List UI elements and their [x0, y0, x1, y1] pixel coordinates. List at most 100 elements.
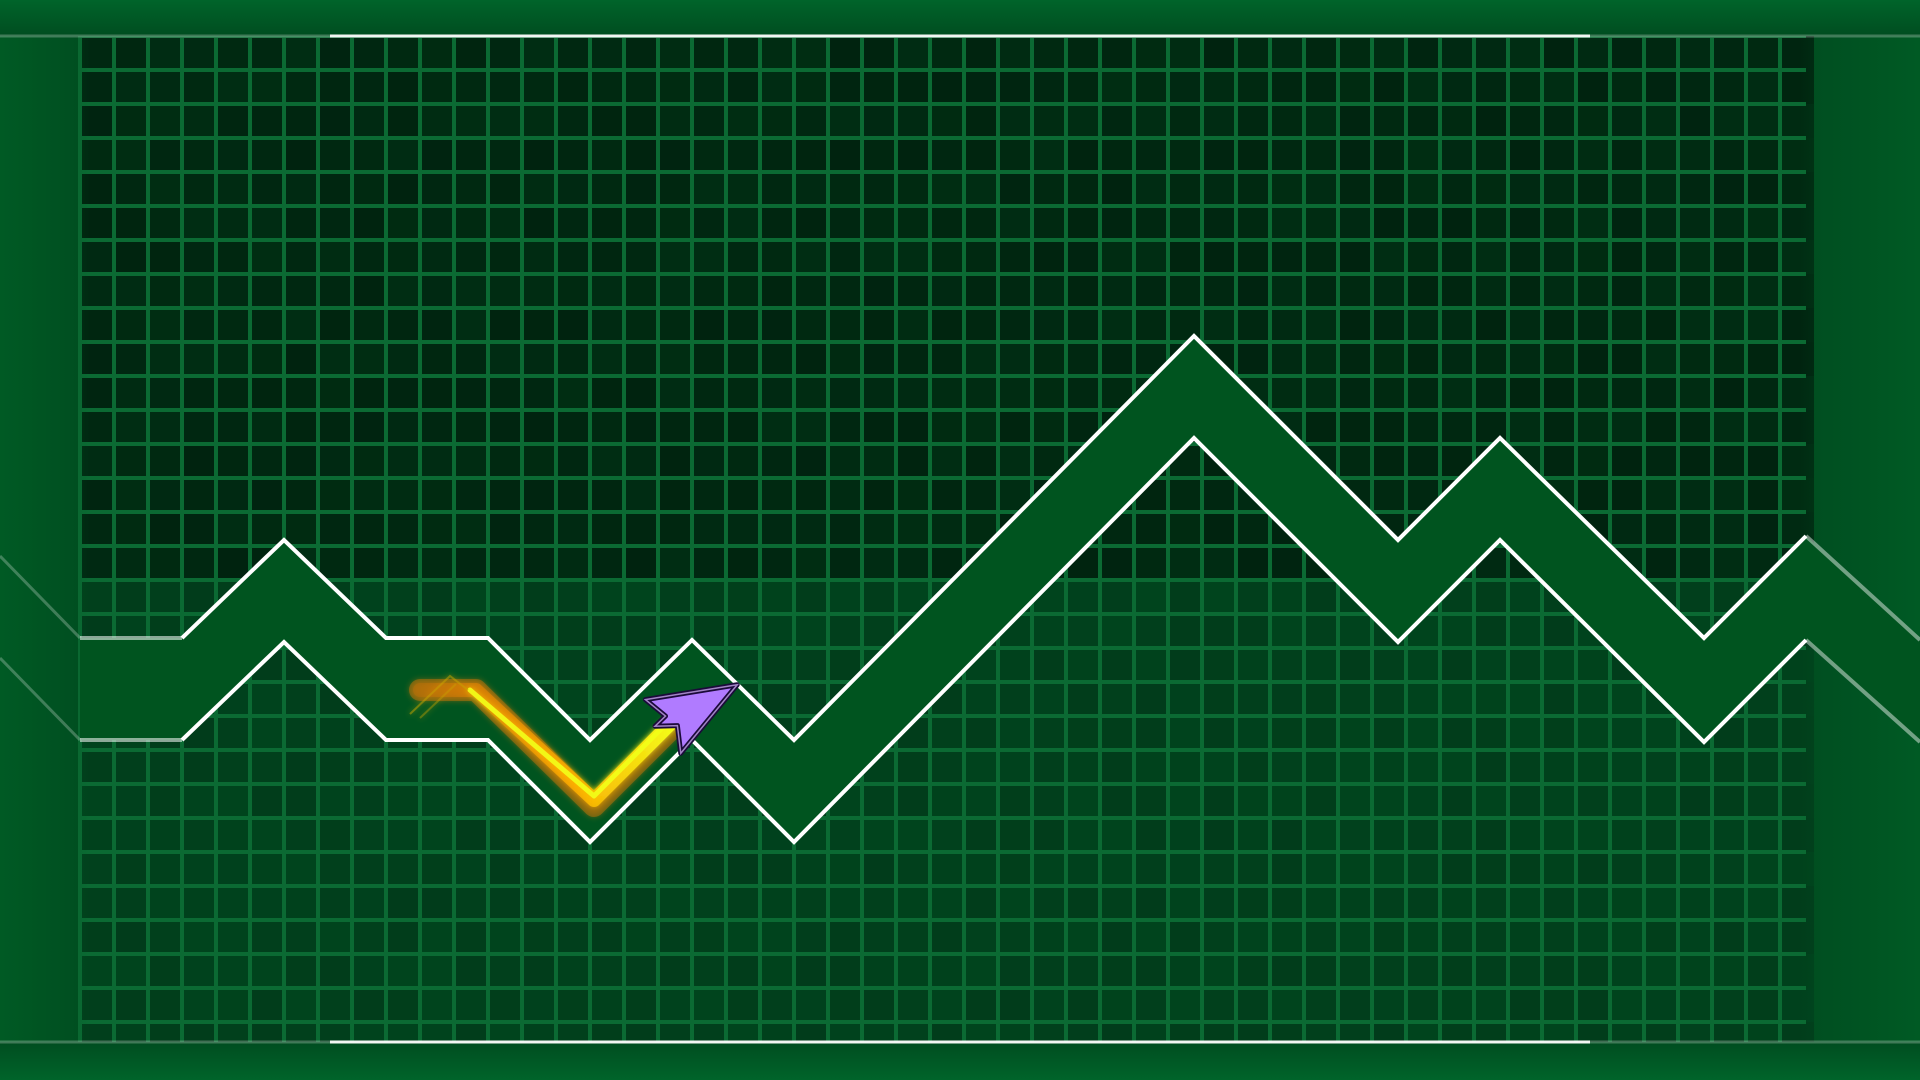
grid-cell [1576, 240, 1610, 274]
grid-cell [998, 274, 1032, 308]
grid-cell [318, 988, 352, 1022]
grid-cell [488, 376, 522, 410]
grid-cell [284, 274, 318, 308]
grid-cell [1270, 852, 1304, 886]
grid-cell [420, 954, 454, 988]
grid-cell [216, 546, 250, 580]
grid-cell [386, 138, 420, 172]
grid-cell [658, 376, 692, 410]
grid-cell [624, 172, 658, 206]
grid-cell [1372, 750, 1406, 784]
grid-cell [1270, 138, 1304, 172]
grid-cell [1304, 954, 1338, 988]
grid-cell [1236, 614, 1270, 648]
grid-cell [896, 988, 930, 1022]
grid-cell [250, 104, 284, 138]
grid-cell [488, 920, 522, 954]
grid-cell [828, 580, 862, 614]
grid-cell [726, 444, 760, 478]
grid-cell [1542, 172, 1576, 206]
grid-cell [590, 614, 624, 648]
grid-cell [1746, 988, 1780, 1022]
grid-cell [1338, 104, 1372, 138]
grid-cell [1032, 716, 1066, 750]
grid-cell [1440, 206, 1474, 240]
grid-cell [1746, 716, 1780, 750]
grid-cell [284, 954, 318, 988]
grid-cell [1678, 206, 1712, 240]
grid-cell [1712, 512, 1746, 546]
grid-cell [692, 206, 726, 240]
grid-cell [1440, 376, 1474, 410]
grid-cell [522, 410, 556, 444]
grid-cell [1304, 376, 1338, 410]
grid-cell [1032, 920, 1066, 954]
grid-cell [658, 70, 692, 104]
grid-cell [250, 512, 284, 546]
grid-cell [896, 750, 930, 784]
grid-cell [216, 274, 250, 308]
grid-cell [318, 886, 352, 920]
grid-cell [488, 546, 522, 580]
grid-cell [420, 988, 454, 1022]
grid-cell [114, 886, 148, 920]
corridor-bottom-edge-fade-right [1804, 638, 1920, 744]
grid-cell [1508, 750, 1542, 784]
grid-cell [148, 988, 182, 1022]
grid-cell [1338, 954, 1372, 988]
grid-cell [828, 36, 862, 70]
grid-cell [284, 410, 318, 444]
grid-cell [1066, 682, 1100, 716]
grid-cell [590, 410, 624, 444]
grid-cell [828, 308, 862, 342]
grid-cell [1678, 784, 1712, 818]
grid-cell [1168, 920, 1202, 954]
grid-cell [658, 410, 692, 444]
grid-cell [726, 342, 760, 376]
grid-cell [1304, 886, 1338, 920]
grid-cell [624, 138, 658, 172]
grid-cell [1440, 648, 1474, 682]
grid-cell [352, 206, 386, 240]
grid-cell [726, 920, 760, 954]
grid-cell [1542, 750, 1576, 784]
grid-cell [1134, 750, 1168, 784]
grid-cell [1678, 478, 1712, 512]
grid-cell [998, 206, 1032, 240]
grid-cell [760, 580, 794, 614]
grid-cell [930, 138, 964, 172]
grid-cell [896, 954, 930, 988]
grid-cell [352, 988, 386, 1022]
grid-cell [1406, 308, 1440, 342]
grid-cell [1202, 512, 1236, 546]
grid-cell [1202, 274, 1236, 308]
grid-cell [1474, 886, 1508, 920]
grid-cell [386, 750, 420, 784]
grid-cell [1032, 342, 1066, 376]
corridor-bottom-edge [180, 435, 1808, 845]
grid-cell [556, 376, 590, 410]
grid-cell [1304, 138, 1338, 172]
grid-cell [590, 376, 624, 410]
grid-cell [828, 954, 862, 988]
grid-cell [182, 444, 216, 478]
grid-cell [1440, 410, 1474, 444]
grid-cell [964, 70, 998, 104]
grid-cell [760, 240, 794, 274]
grid-cell [1474, 920, 1508, 954]
grid-cell [216, 988, 250, 1022]
grid-cell [590, 920, 624, 954]
grid-cell [1508, 954, 1542, 988]
grid-cell [1134, 648, 1168, 682]
grid-cell [114, 172, 148, 206]
grid-cell [930, 376, 964, 410]
grid-cell [420, 104, 454, 138]
grid-cell [488, 886, 522, 920]
grid-cell [998, 920, 1032, 954]
grid-cell [1644, 172, 1678, 206]
grid-cell [1066, 104, 1100, 138]
grid-cell [182, 308, 216, 342]
grid-cell [794, 478, 828, 512]
grid-cell [1270, 818, 1304, 852]
